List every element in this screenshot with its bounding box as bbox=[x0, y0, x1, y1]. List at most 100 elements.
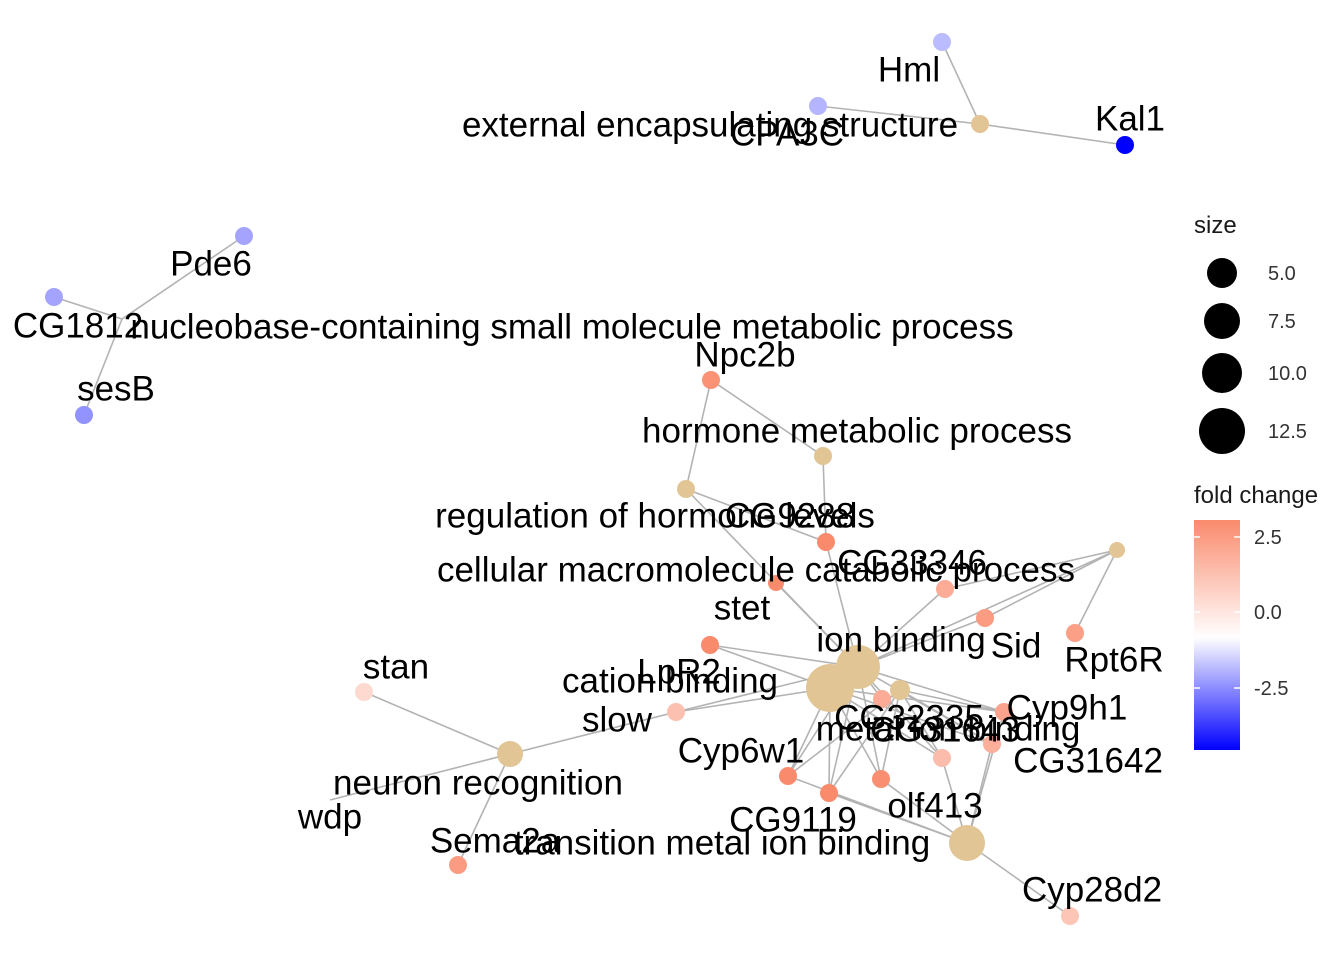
gene-node-Cyp28d2 bbox=[1061, 907, 1079, 925]
edge-c_met-CG31643 bbox=[899, 689, 943, 759]
color-legend-keys: 2.5 0.0 -2.5 bbox=[1194, 527, 1288, 700]
edge-c_rhl-CG9288 bbox=[685, 488, 827, 543]
gene-node-CG31643 bbox=[933, 749, 951, 767]
category-label-c_nr: neuron recognition bbox=[333, 763, 623, 802]
gene-node-stan bbox=[355, 683, 373, 701]
gene-label-CG32335: CG32335 bbox=[834, 698, 984, 737]
category-label-c_met: metal ion binding bbox=[816, 709, 1081, 748]
gene-node-Cyp9h1 bbox=[995, 703, 1013, 721]
gene-label-stan: stan bbox=[363, 647, 429, 686]
category-node-c_hmp bbox=[814, 447, 832, 465]
edge-c_nuc-Pde6 bbox=[121, 235, 245, 320]
gene-label-CPA3C: CPA3C bbox=[730, 114, 844, 153]
size-key-label: 10.0 bbox=[1268, 363, 1307, 385]
gene-node-Sid bbox=[976, 609, 994, 627]
gene-label-CG33346: CG33346 bbox=[837, 543, 987, 582]
edge-c_nr-slow bbox=[509, 711, 677, 755]
category-label-c_ext: external encapsulating structure bbox=[462, 105, 958, 144]
gene-label-Kal1: Kal1 bbox=[1095, 99, 1165, 138]
edge-c_nr-wdp bbox=[329, 753, 511, 801]
gene-node-Cyp6w1 bbox=[779, 767, 797, 785]
gene-node-LpR2 bbox=[701, 636, 719, 654]
color-key-label: 2.5 bbox=[1254, 527, 1282, 549]
gene-label-Sema2a: Sema2a bbox=[430, 821, 561, 860]
category-label-c_ion: ion binding bbox=[816, 620, 985, 659]
color-legend-title: fold change bbox=[1194, 482, 1318, 509]
edge-c_cmc-c_ion bbox=[857, 549, 1118, 668]
edge-c_cmc-Rpt6R bbox=[1074, 549, 1118, 634]
gene-label-Cyp6w1: Cyp6w1 bbox=[678, 731, 804, 770]
size-legend-title: size bbox=[1194, 212, 1237, 239]
edge-c_nuc-CG1812 bbox=[53, 296, 123, 320]
category-node-c_tmi bbox=[949, 825, 985, 861]
gene-label-sesB: sesB bbox=[77, 369, 155, 408]
category-label-c_hmp: hormone metabolic process bbox=[642, 411, 1072, 450]
gene-label-Cyp28d2: Cyp28d2 bbox=[1022, 870, 1162, 909]
gene-node-sesB bbox=[75, 406, 93, 424]
network-edges bbox=[53, 41, 1126, 917]
category-node-c_nr bbox=[497, 741, 523, 767]
category-label-c_cat: cation binding bbox=[562, 661, 778, 700]
edge-c_ext-Kal1 bbox=[979, 123, 1126, 146]
gene-node-Kal1 bbox=[1116, 136, 1134, 154]
gene-label-slow: slow bbox=[582, 700, 653, 739]
gene-label-Sid: Sid bbox=[991, 626, 1042, 665]
gene-node-CG9119 bbox=[820, 784, 838, 802]
gene-node-Sema2a bbox=[449, 856, 467, 874]
category-label-c_nuc: nucleobase-containing small molecule met… bbox=[130, 307, 1013, 346]
category-label-c_tmi: transition metal ion binding bbox=[514, 823, 930, 862]
edge-c_tmi-Cyp28d2 bbox=[966, 842, 1071, 917]
gene-label-Cyp9h1: Cyp9h1 bbox=[1007, 688, 1128, 727]
category-node-c_cat bbox=[806, 664, 854, 712]
gene-label-CG9288: CG9288 bbox=[725, 496, 855, 535]
gene-node-CPA3C bbox=[809, 97, 827, 115]
edge-c_ion-Sid bbox=[857, 617, 986, 668]
gene-node-CG32335 bbox=[873, 690, 891, 708]
category-label-c_cmc: cellular macromolecule catabolic process bbox=[437, 550, 1075, 589]
gene-label-Hml: Hml bbox=[878, 50, 940, 89]
edge-c_ion-Cyp9h1 bbox=[857, 666, 1005, 713]
gene-node-slow bbox=[667, 703, 685, 721]
category-node-c_ext bbox=[971, 115, 989, 133]
gene-node-Hml bbox=[933, 33, 951, 51]
gene-label-CG31643: CG31643 bbox=[870, 710, 1020, 749]
gene-node-Rpt6R bbox=[1066, 624, 1084, 642]
edge-c_met-CG9119 bbox=[828, 689, 901, 794]
gene-node-CG33346 bbox=[936, 580, 954, 598]
size-key-label: 7.5 bbox=[1268, 311, 1296, 333]
edge-c_ion-LpR2 bbox=[709, 644, 859, 668]
color-key-label: 0.0 bbox=[1254, 602, 1282, 624]
category-node-c_rhl bbox=[677, 480, 695, 498]
color-bar bbox=[1194, 520, 1240, 750]
size-key-dot bbox=[1207, 258, 1237, 288]
size-legend-keys: 5.0 7.5 10.0 12.5 bbox=[1199, 258, 1307, 454]
size-key-label: 12.5 bbox=[1268, 421, 1307, 443]
gene-label-CG9119: CG9119 bbox=[729, 800, 857, 839]
edge-c_ext-Hml bbox=[941, 41, 981, 125]
gene-node-stet bbox=[768, 575, 784, 591]
gene-node-Npc2b bbox=[702, 371, 720, 389]
edge-c_met-CG31642 bbox=[899, 689, 993, 745]
gene-label-Npc2b: Npc2b bbox=[694, 335, 795, 374]
edge-c_rhl-Npc2b bbox=[685, 379, 712, 490]
gene-label-Pde6: Pde6 bbox=[170, 244, 252, 283]
gene-label-olf413: olf413 bbox=[887, 786, 982, 825]
edge-c_cat-CG31642 bbox=[829, 687, 993, 745]
size-key-label: 5.0 bbox=[1268, 263, 1296, 285]
gene-node-CG1812 bbox=[45, 288, 63, 306]
gene-node-CG31642 bbox=[983, 735, 1001, 753]
edge-c_cmc-CG33346 bbox=[944, 549, 1118, 590]
color-key-label: -2.5 bbox=[1254, 678, 1288, 700]
edge-c_tmi-CG9119 bbox=[828, 792, 968, 844]
edge-c_cmc-Sid bbox=[984, 549, 1118, 619]
gene-label-Rpt6R: Rpt6R bbox=[1064, 640, 1163, 679]
gene-node-olf413 bbox=[872, 770, 890, 788]
edge-c_cat-slow bbox=[675, 687, 831, 713]
edge-c_met-Cyp9h1 bbox=[899, 689, 1005, 713]
gene-label-CG31642: CG31642 bbox=[1013, 741, 1163, 780]
edge-c_hmp-CG9288 bbox=[822, 455, 827, 543]
category-label-c_rhl: regulation of hormone levels bbox=[435, 496, 875, 535]
gene-label-wdp: wdp bbox=[297, 797, 362, 836]
edge-c_hmp-Npc2b bbox=[710, 379, 824, 457]
